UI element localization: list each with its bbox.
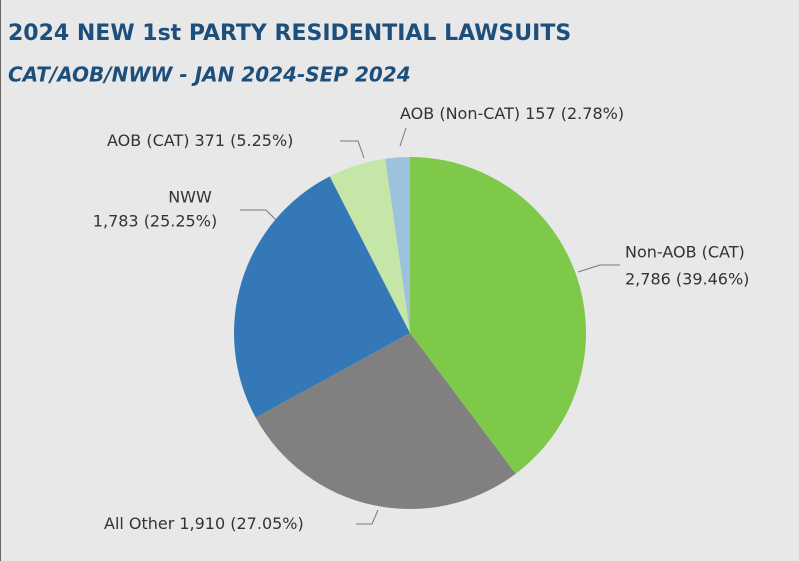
- category-name: AOB (CAT): [107, 131, 189, 150]
- leader-line: [340, 140, 365, 159]
- value-label: 1,783 (25.25%): [93, 212, 217, 231]
- category-name: Non-AOB (CAT): [625, 243, 745, 262]
- value-label: 371 (5.25%): [194, 131, 293, 150]
- pie-slice: [329, 158, 410, 333]
- pie-slice: [233, 176, 410, 418]
- chart-title: 2024 NEW 1st PARTY RESIDENTIAL LAWSUITS: [8, 21, 571, 46]
- pie-slice: [410, 157, 587, 474]
- leader-line: [240, 209, 279, 223]
- leader-lines: [240, 127, 620, 525]
- value-label: 157 (2.78%): [525, 104, 624, 123]
- value-label: 1,910 (27.05%): [179, 514, 303, 533]
- slice-label: AOB (Non-CAT) 157 (2.78%): [400, 104, 624, 123]
- leader-line: [356, 509, 379, 525]
- pie-slice: [385, 157, 410, 333]
- category-name: AOB (Non-CAT): [400, 104, 520, 123]
- leader-line: [577, 264, 620, 273]
- category-name: All Other: [104, 514, 175, 533]
- value-label: 2,786 (39.46%): [625, 270, 749, 289]
- leader-line: [399, 127, 407, 147]
- pie-slice: [255, 333, 516, 510]
- category-name: NWW: [168, 188, 212, 207]
- slice-label: All Other 1,910 (27.05%): [104, 514, 304, 533]
- chart-subtitle: CAT/AOB/NWW - JAN 2024-SEP 2024: [8, 63, 411, 87]
- slice-label: AOB (CAT) 371 (5.25%): [107, 131, 293, 150]
